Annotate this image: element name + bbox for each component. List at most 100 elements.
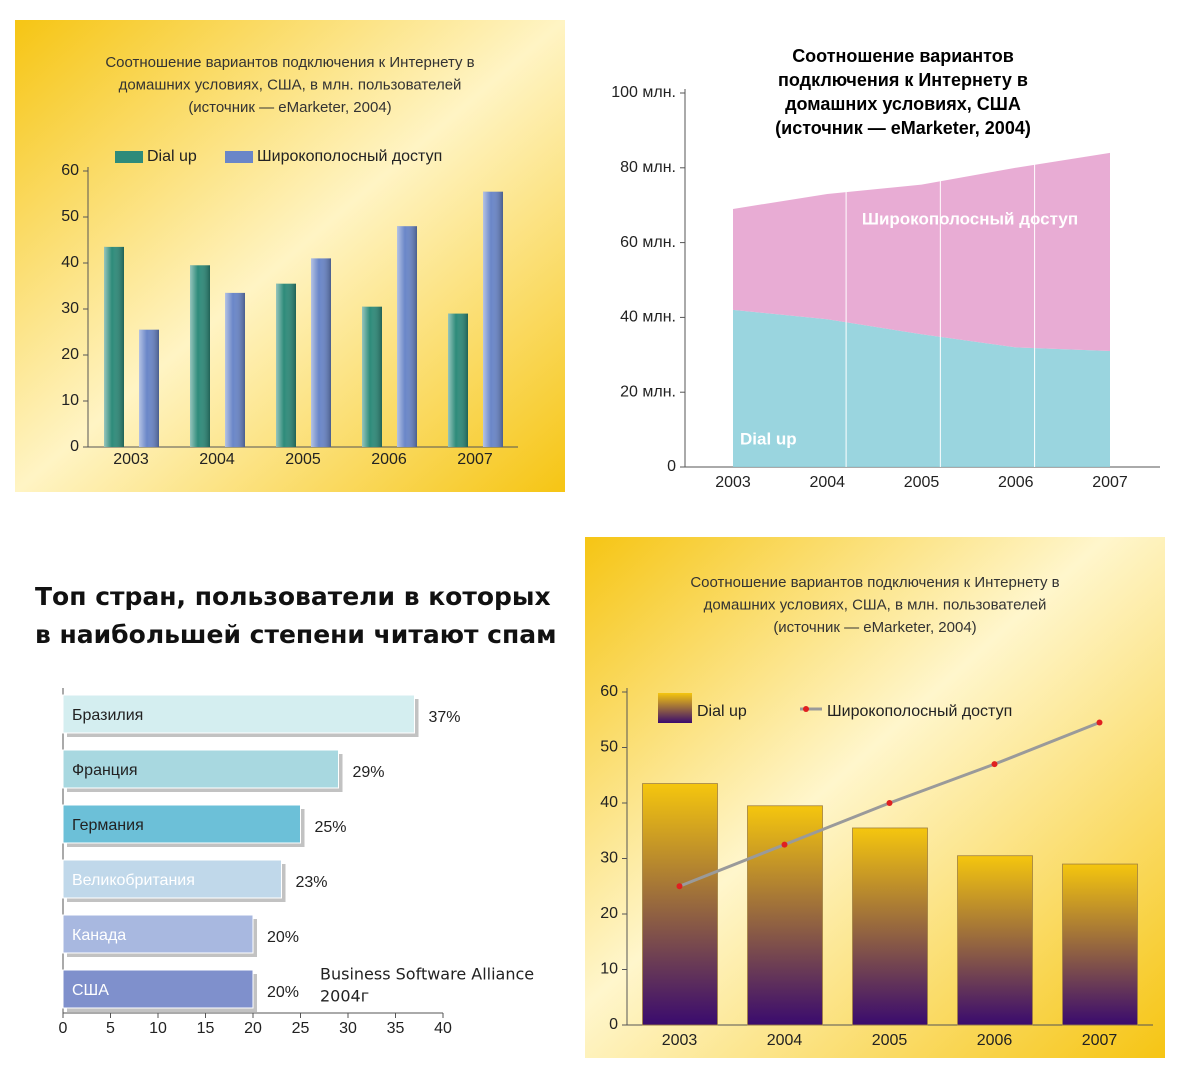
x-tick-label: 40 [434,1020,452,1037]
y-tick-label: 80 млн. [620,159,676,176]
value-label: 20% [267,984,299,1001]
bar-shade [448,313,468,447]
area-label: Dial up [740,429,797,448]
bar-shade [104,246,124,447]
legend-swatch [115,151,143,163]
y-tick-label: 50 [61,208,79,225]
value-label: 25% [315,819,347,836]
chart-4: Соотношение вариантов подключения к Инте… [600,574,1153,1049]
x-tick-label: 2004 [767,1032,803,1049]
y-tick-label: 30 [61,300,79,317]
bar-label: Бразилия [72,707,143,724]
chart-title: в наибольшей степени читают спам [35,620,557,649]
x-tick-label: 2007 [457,451,493,468]
bar-shade [483,191,503,447]
bar-label: США [72,982,109,999]
bar-shade [362,306,382,447]
chart-title: Соотношение вариантов подключения к Инте… [105,54,474,71]
legend-swatch [225,151,253,163]
marker [781,841,788,848]
bar [747,805,823,1026]
bar [62,859,282,899]
y-tick-label: 40 млн. [620,309,676,326]
x-tick-label: 2004 [199,451,235,468]
bar [62,914,254,954]
x-tick-label: 2003 [113,451,149,468]
chart-title: (источник — eMarketer, 2004) [188,99,391,116]
legend-label: Dial up [697,703,747,720]
x-tick-label: 30 [339,1020,357,1037]
bar-label: Франция [72,762,138,779]
x-tick-label: 0 [59,1020,68,1037]
x-tick-label: 10 [149,1020,167,1037]
value-label: 23% [296,874,328,891]
bar-shade [276,283,296,447]
legend-label: Dial up [147,148,197,165]
bar-shade [225,292,245,447]
legend-swatch [658,693,692,723]
value-label: 29% [353,764,385,781]
chart-title: домашних условиях, США [785,94,1021,114]
value-label: 37% [429,709,461,726]
chart-title: (источник — eMarketer, 2004) [775,118,1031,138]
legend-marker [803,706,809,712]
x-tick-label: 2006 [371,451,407,468]
y-tick-label: 40 [61,254,79,271]
y-tick-label: 0 [609,1016,618,1033]
chart-title: домашних условиях, США, в млн. пользоват… [119,76,462,93]
x-tick-label: 2004 [809,474,845,491]
bar [642,783,718,1026]
bar [62,969,254,1009]
y-tick-label: 10 [600,961,618,978]
x-tick-label: 2005 [872,1032,908,1049]
note: 2004г [320,987,369,1006]
bar [62,749,339,789]
value-label: 20% [267,929,299,946]
chart-3: Топ стран, пользователи в которых в наибо… [35,582,557,1037]
y-tick-label: 0 [667,458,676,475]
chart-title: Соотношение вариантов [792,46,1014,66]
marker [1096,719,1103,726]
x-tick-label: 20 [244,1020,262,1037]
y-tick-label: 20 [61,346,79,363]
x-tick-label: 2005 [285,451,321,468]
y-tick-label: 100 млн. [611,84,676,101]
bar [957,855,1033,1026]
area-label: Широкополосный доступ [862,209,1078,228]
area [733,309,1110,467]
bar-shade [311,258,331,447]
x-tick-label: 2006 [977,1032,1013,1049]
legend-label: Широкополосный доступ [827,703,1012,720]
x-tick-label: 2003 [662,1032,698,1049]
y-tick-label: 10 [61,392,79,409]
y-tick-label: 0 [70,438,79,455]
y-tick-label: 40 [600,794,618,811]
bar [62,804,301,844]
y-tick-label: 20 млн. [620,383,676,400]
chart-1: Соотношение вариантов подключения к Инте… [61,54,518,468]
x-tick-label: 2007 [1082,1032,1118,1049]
y-tick-label: 50 [600,739,618,756]
y-tick-label: 60 [61,162,79,179]
chart-title: Топ стран, пользователи в которых [35,582,551,611]
marker [676,883,683,890]
x-tick-label: 2005 [904,474,940,491]
bar-label: Германия [72,817,144,834]
bar-label: Великобритания [72,872,195,889]
bar-shade [190,265,210,447]
y-tick-label: 20 [600,905,618,922]
marker [991,761,998,768]
x-tick-label: 15 [197,1020,215,1037]
chart-title: Соотношение вариантов подключения к Инте… [690,574,1059,591]
chart-title: домашних условиях, США, в млн. пользоват… [704,596,1047,613]
legend-label: Широкополосный доступ [257,148,442,165]
x-tick-label: 35 [387,1020,405,1037]
bar-shade [397,226,417,447]
bar-label: Канада [72,927,126,944]
chart-title: подключения к Интернету в [778,70,1028,90]
x-tick-label: 2006 [998,474,1034,491]
chart-title: (источник — eMarketer, 2004) [773,619,976,636]
y-tick-label: 30 [600,850,618,867]
bar-shade [139,329,159,447]
